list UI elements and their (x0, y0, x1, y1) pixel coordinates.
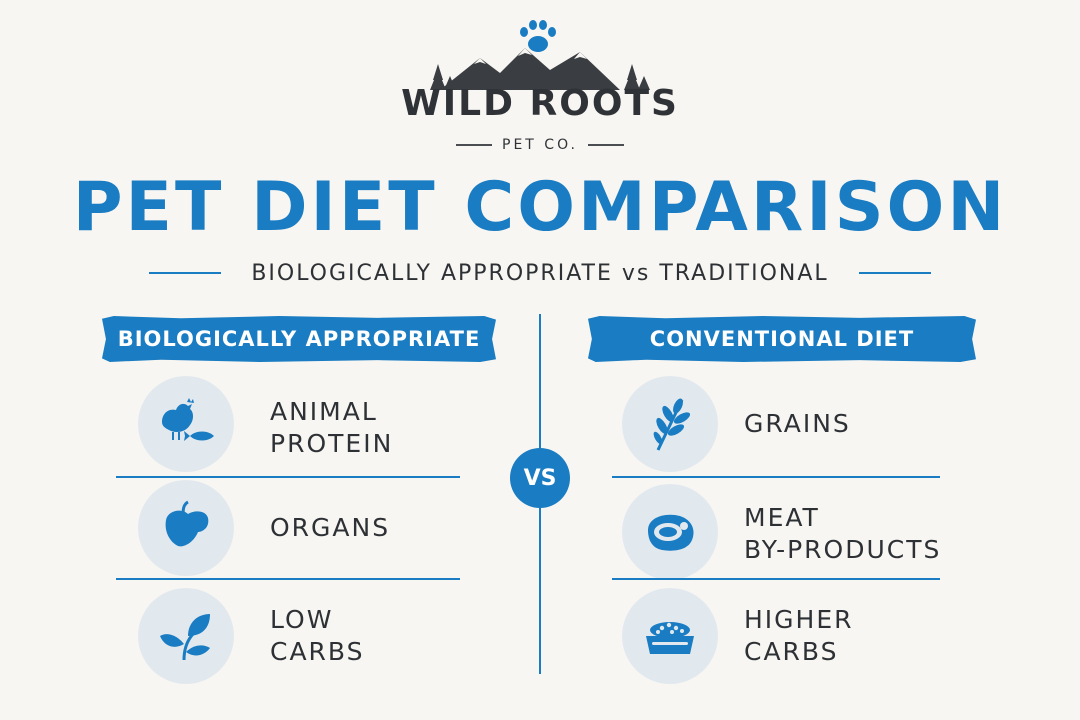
divider (116, 578, 460, 580)
paw-icon (520, 20, 556, 52)
divider (612, 476, 940, 478)
brand-sub: PET CO. (502, 137, 578, 153)
item-label-low-carbs: LOW CARBS (270, 605, 365, 666)
item-label-meat-by-products: MEAT BY-PRODUCTS (744, 503, 942, 564)
kibble-bowl-icon (622, 588, 718, 684)
divider (587, 144, 624, 146)
divider (456, 144, 493, 146)
vs-badge: VS (510, 448, 570, 508)
left-column-header: BIOLOGICALLY APPROPRIATE (102, 316, 496, 362)
right-column-header: CONVENTIONAL DIET (588, 316, 976, 362)
divider (149, 272, 222, 274)
page-subtitle: BIOLOGICALLY APPROPRIATE vs TRADITIONAL (251, 260, 829, 286)
item-label-grains: GRAINS (744, 409, 851, 438)
divider (612, 578, 940, 580)
meat-steak-icon (622, 484, 718, 580)
chicken-fish-icon (138, 376, 234, 472)
item-label-organs: ORGANS (270, 513, 391, 542)
brand-name: WILD ROOTS (401, 83, 679, 124)
leaves-icon (138, 588, 234, 684)
wheat-icon (622, 376, 718, 472)
item-label-animal-protein: ANIMAL PROTEIN (270, 397, 394, 458)
item-label-higher-carbs: HIGHER CARBS (744, 605, 854, 666)
divider (116, 476, 460, 478)
divider (858, 272, 931, 274)
liver-icon (138, 480, 234, 576)
logo-mountains-icon (430, 20, 650, 90)
subtitle-row: BIOLOGICALLY APPROPRIATE vs TRADITIONAL (0, 258, 1080, 288)
brand-sub-row: PET CO. (440, 134, 640, 156)
page-title: PET DIET COMPARISON (72, 168, 1008, 247)
